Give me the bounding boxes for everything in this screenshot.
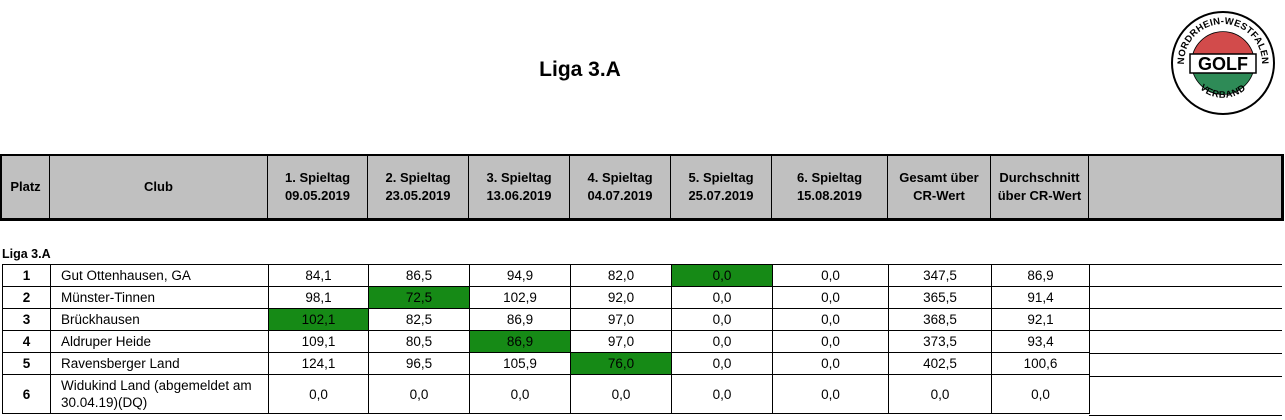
header-durchschnitt: Durchschnitt über CR-Wert: [990, 155, 1089, 219]
club-cell: Münster-Tinnen: [50, 286, 269, 309]
table-row: 5 Ravensberger Land 124,1 96,5 105,9 76,0 0,0 0…: [2, 352, 1090, 375]
spieltag-6-cell: 0,0: [772, 286, 889, 309]
header-spieltag-5: 5. Spieltag 25.07.2019: [670, 155, 772, 219]
row-line: [1089, 308, 1282, 309]
spieltag-4-cell: 82,0: [570, 264, 672, 287]
spieltag-3-cell: 86,9: [469, 330, 571, 353]
spieltag-6-cell: 0,0: [772, 308, 889, 331]
spieltag-2-cell: 80,5: [368, 330, 470, 353]
durchschnitt-cell: 91,4: [991, 286, 1090, 309]
header-empty: [1088, 155, 1282, 219]
header-spieltag-1: 1. Spieltag 09.05.2019: [267, 155, 368, 219]
platz-cell: 1: [2, 264, 51, 287]
page-title: Liga 3.A: [539, 58, 621, 81]
spieltag-1-cell: 84,1: [268, 264, 369, 287]
durchschnitt-cell: 100,6: [991, 352, 1090, 375]
gesamt-cell: 373,5: [888, 330, 992, 353]
durchschnitt-cell: 93,4: [991, 330, 1090, 353]
row-line: [1089, 376, 1282, 377]
club-cell: Widukind Land (abgemeldet am 30.04.19)(D…: [50, 374, 269, 414]
spieltag-5-cell: 0,0: [671, 286, 773, 309]
spieltag-3-cell: 94,9: [469, 264, 571, 287]
row-line: [1089, 286, 1282, 287]
spieltag-4-cell: 97,0: [570, 330, 672, 353]
spieltag-5-cell: 0,0: [671, 374, 773, 414]
table-row: 6 Widukind Land (abgemeldet am 30.04.19)(…: [2, 374, 1090, 414]
spieltag-4-cell: 76,0: [570, 352, 672, 375]
table-row: 3 Brückhausen 102,1 82,5 86,9 97,0 0,0 0,0 368,5…: [2, 308, 1090, 331]
gesamt-cell: 365,5: [888, 286, 992, 309]
gesamt-cell: 402,5: [888, 352, 992, 375]
club-cell: Gut Ottenhausen, GA: [50, 264, 269, 287]
platz-cell: 2: [2, 286, 51, 309]
durchschnitt-cell: 86,9: [991, 264, 1090, 287]
spieltag-5-cell: 0,0: [671, 330, 773, 353]
club-cell: Ravensberger Land: [50, 352, 269, 375]
spieltag-6-cell: 0,0: [772, 264, 889, 287]
spieltag-3-cell: 102,9: [469, 286, 571, 309]
platz-cell: 3: [2, 308, 51, 331]
durchschnitt-cell: 0,0: [991, 374, 1090, 414]
gesamt-cell: 368,5: [888, 308, 992, 331]
spieltag-6-cell: 0,0: [772, 330, 889, 353]
spieltag-6-cell: 0,0: [772, 352, 889, 375]
spieltag-3-cell: 0,0: [469, 374, 571, 414]
results-table: 1 Gut Ottenhausen, GA 84,1 86,5 94,9 82,0 0,0 0…: [2, 264, 1090, 414]
spieltag-5-cell: 0,0: [671, 352, 773, 375]
header-spieltag-3: 3. Spieltag 13.06.2019: [468, 155, 570, 219]
platz-cell: 6: [2, 374, 51, 414]
header-spieltag-6: 6. Spieltag 15.08.2019: [771, 155, 888, 219]
header-platz: Platz: [1, 155, 50, 219]
logo-golf-text: GOLF: [1198, 54, 1248, 74]
spieltag-2-cell: 0,0: [368, 374, 470, 414]
spieltag-5-cell: 0,0: [671, 308, 773, 331]
spieltag-3-cell: 86,9: [469, 308, 571, 331]
spieltag-2-cell: 82,5: [368, 308, 470, 331]
gesamt-cell: 0,0: [888, 374, 992, 414]
header-club: Club: [49, 155, 268, 219]
row-line: [1089, 415, 1282, 416]
table-row: 4 Aldruper Heide 109,1 80,5 86,9 97,0 0,0 0,0 37…: [2, 330, 1090, 353]
row-line: [1089, 330, 1282, 331]
spieltag-4-cell: 92,0: [570, 286, 672, 309]
durchschnitt-cell: 92,1: [991, 308, 1090, 331]
row-line: [1089, 353, 1282, 354]
table-row: 2 Münster-Tinnen 98,1 72,5 102,9 92,0 0,0 0,0 36…: [2, 286, 1090, 309]
golf-verband-logo: GOLF NORDRHEIN-WESTFALEN VERBAND: [1171, 11, 1275, 115]
spieltag-3-cell: 105,9: [469, 352, 571, 375]
header-spieltag-2: 2. Spieltag 23.05.2019: [367, 155, 469, 219]
spieltag-2-cell: 86,5: [368, 264, 470, 287]
spieltag-1-cell: 102,1: [268, 308, 369, 331]
section-label: Liga 3.A: [2, 247, 51, 261]
spieltag-2-cell: 72,5: [368, 286, 470, 309]
spieltag-6-cell: 0,0: [772, 374, 889, 414]
row-line: [1089, 264, 1282, 265]
spieltag-1-cell: 0,0: [268, 374, 369, 414]
spieltag-5-cell: 0,0: [671, 264, 773, 287]
platz-cell: 4: [2, 330, 51, 353]
spieltag-1-cell: 98,1: [268, 286, 369, 309]
club-cell: Aldruper Heide: [50, 330, 269, 353]
spieltag-1-cell: 124,1: [268, 352, 369, 375]
table-row: 1 Gut Ottenhausen, GA 84,1 86,5 94,9 82,0 0,0 0…: [2, 264, 1090, 287]
club-cell: Brückhausen: [50, 308, 269, 331]
gesamt-cell: 347,5: [888, 264, 992, 287]
header-gesamt: Gesamt über CR-Wert: [887, 155, 991, 219]
header-spieltag-4: 4. Spieltag 04.07.2019: [569, 155, 671, 219]
spieltag-1-cell: 109,1: [268, 330, 369, 353]
platz-cell: 5: [2, 352, 51, 375]
spieltag-2-cell: 96,5: [368, 352, 470, 375]
logo-arc-bottom: VERBAND: [1198, 82, 1248, 101]
spieltag-4-cell: 97,0: [570, 308, 672, 331]
spieltag-4-cell: 0,0: [570, 374, 672, 414]
table-header: Platz Club 1. Spieltag 09.05.2019 2. Spie…: [0, 153, 1284, 221]
svg-text:VERBAND: VERBAND: [1198, 82, 1249, 101]
